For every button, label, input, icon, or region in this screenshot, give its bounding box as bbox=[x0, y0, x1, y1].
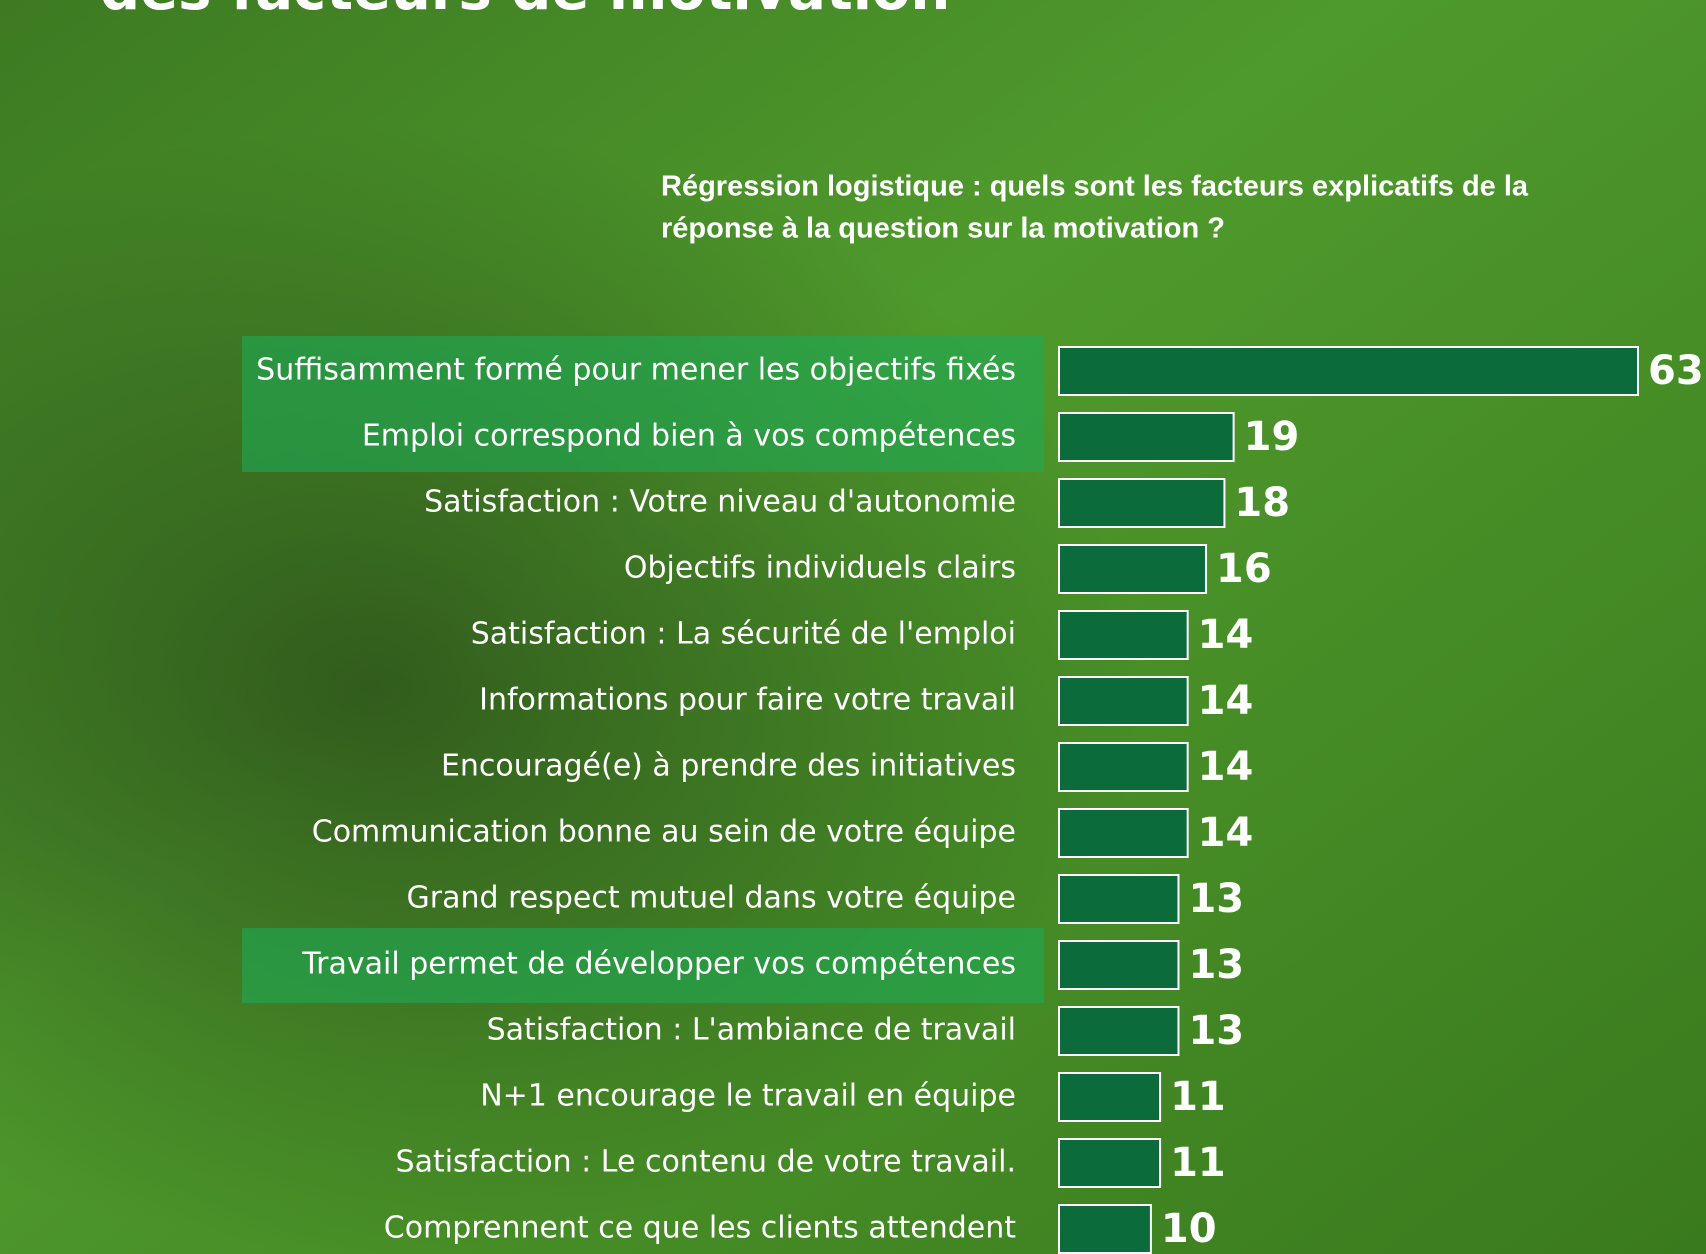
bar bbox=[1059, 743, 1188, 791]
value-label: 10 bbox=[1161, 1206, 1217, 1252]
category-label: Emploi correspond bien à vos compétences bbox=[362, 419, 1016, 454]
bar bbox=[1059, 479, 1224, 527]
bar bbox=[1059, 677, 1188, 725]
bar bbox=[1059, 413, 1234, 461]
chart: des facteurs de motivation Régression lo… bbox=[0, 0, 1706, 1254]
bar bbox=[1059, 1139, 1160, 1187]
category-label: Informations pour faire votre travail bbox=[479, 683, 1016, 718]
value-label: 14 bbox=[1198, 612, 1254, 658]
category-label: Satisfaction : Votre niveau d'autonomie bbox=[424, 485, 1016, 520]
bar bbox=[1059, 611, 1188, 659]
category-label: N+1 encourage le travail en équipe bbox=[480, 1079, 1016, 1114]
category-label: Travail permet de développer vos compéte… bbox=[301, 947, 1016, 982]
value-label: 14 bbox=[1198, 744, 1254, 790]
value-label: 16 bbox=[1216, 546, 1272, 592]
value-label: 14 bbox=[1198, 678, 1254, 724]
value-label: 13 bbox=[1188, 942, 1244, 988]
category-label: Suffisamment formé pour mener les object… bbox=[256, 353, 1016, 388]
category-label: Satisfaction : Le contenu de votre trava… bbox=[396, 1145, 1016, 1180]
value-label: 11 bbox=[1170, 1074, 1226, 1120]
category-label: Communication bonne au sein de votre équ… bbox=[312, 815, 1016, 850]
bar bbox=[1059, 1205, 1151, 1253]
category-label: Objectifs individuels clairs bbox=[624, 551, 1016, 586]
category-label: Encouragé(e) à prendre des initiatives bbox=[441, 749, 1016, 784]
bar bbox=[1059, 1073, 1160, 1121]
category-label: Comprennent ce que les clients attendent bbox=[384, 1211, 1016, 1246]
bar bbox=[1059, 347, 1638, 395]
value-label: 19 bbox=[1244, 414, 1300, 460]
chart-title: des facteurs de motivation bbox=[100, 0, 950, 23]
bar bbox=[1059, 545, 1206, 593]
category-label: Satisfaction : L'ambiance de travail bbox=[487, 1013, 1016, 1048]
value-label: 13 bbox=[1188, 876, 1244, 922]
value-label: 14 bbox=[1198, 810, 1254, 856]
bar bbox=[1059, 875, 1178, 923]
value-label: 11 bbox=[1170, 1140, 1226, 1186]
value-label: 63 bbox=[1648, 348, 1704, 394]
bar bbox=[1059, 1007, 1178, 1055]
bar bbox=[1059, 809, 1188, 857]
category-label: Grand respect mutuel dans votre équipe bbox=[407, 881, 1016, 916]
value-label: 13 bbox=[1188, 1008, 1244, 1054]
bar bbox=[1059, 941, 1178, 989]
value-label: 18 bbox=[1234, 480, 1290, 526]
category-label: Satisfaction : La sécurité de l'emploi bbox=[471, 617, 1016, 652]
subtitle: Régression logistique : quels sont les f… bbox=[661, 171, 1529, 203]
subtitle: réponse à la question sur la motivation … bbox=[661, 213, 1225, 245]
